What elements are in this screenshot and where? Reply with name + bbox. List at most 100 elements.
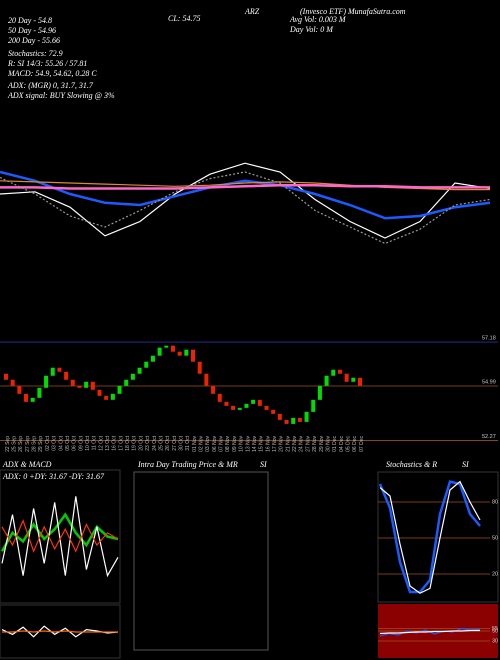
x-tick-label: 07 Nov (219, 436, 225, 452)
candle (37, 387, 42, 398)
x-tick-label: 26 Sep (18, 436, 24, 452)
x-tick-label: 21 Nov (285, 436, 291, 452)
candle (184, 349, 189, 356)
x-tick-label: 06 Oct (72, 435, 78, 450)
x-tick-label: 28 Nov (312, 436, 318, 452)
x-tick-label: 11 Oct (92, 435, 98, 450)
candle (324, 375, 329, 386)
candle (224, 401, 229, 406)
candle (337, 369, 342, 374)
header-text: 50 Day - 54.96 (8, 26, 56, 35)
candle (304, 411, 309, 422)
candle (264, 405, 269, 410)
x-tick-label: 01 Dec (332, 436, 338, 452)
x-tick-label: 30 Oct (178, 435, 184, 450)
candle (191, 349, 196, 362)
candle (317, 385, 322, 400)
candle (170, 345, 175, 352)
header-text: ADX: (MGR) 0, 31.7, 31.7 (7, 81, 94, 90)
x-tick-label: 05 Dec (345, 436, 351, 452)
header-text: (Invesco ETF) MunafaSutra.com (300, 7, 406, 16)
candle (177, 351, 182, 356)
y-tick-label: 80 (492, 499, 498, 505)
candle (297, 417, 302, 422)
x-tick-label: 02 Nov (199, 436, 205, 452)
x-tick-label: 12 Oct (98, 435, 104, 450)
series-line (0, 183, 490, 190)
candle (70, 379, 75, 386)
x-tick-label: 25 Oct (158, 435, 164, 450)
x-tick-label: 15 Nov (259, 436, 265, 452)
series-line (0, 162, 491, 239)
panel-title: Stochastics & R (386, 460, 437, 469)
candle (137, 367, 142, 374)
series-line (0, 170, 491, 220)
x-tick-label: 01 Nov (192, 436, 198, 452)
x-tick-label: 13 Oct (105, 435, 111, 450)
x-tick-label: 26 Oct (165, 435, 171, 450)
header-text: R: SI 14/3: 55.26 / 57.81 (7, 59, 87, 68)
candle (144, 361, 149, 368)
x-tick-label: 09 Nov (232, 436, 238, 452)
candle (284, 419, 289, 424)
macd-panel (0, 604, 121, 659)
x-tick-label: 22 Sep (5, 436, 11, 452)
x-tick-label: 18 Oct (125, 435, 131, 450)
x-tick-label: 29 Sep (38, 436, 44, 452)
x-tick-label: 16 Oct (112, 435, 118, 450)
y-tick-label: 30 (492, 638, 498, 644)
candle (157, 347, 162, 356)
candle (57, 367, 62, 372)
candle (17, 385, 22, 394)
candle (277, 413, 282, 420)
panel-title: SI (260, 460, 267, 469)
x-tick-label: 24 Nov (299, 436, 305, 452)
series-line (1, 519, 119, 553)
series-line (379, 480, 481, 594)
x-tick-label: 30 Nov (325, 436, 331, 452)
y-tick-label: 52.27 (482, 434, 496, 440)
x-tick-label: 07 Dec (359, 436, 365, 452)
series-line (379, 629, 480, 635)
panel-title: Intra Day Trading Price & MR (137, 460, 238, 469)
x-tick-label: 10 Oct (85, 435, 91, 450)
x-tick-label: 03 Nov (205, 436, 211, 452)
header-text: ADX signal: BUY Slowing @ 3% (7, 91, 115, 100)
candle (150, 355, 155, 362)
x-tick-label: 06 Nov (212, 436, 218, 452)
candle (30, 397, 35, 402)
x-tick-label: 23 Oct (145, 435, 151, 450)
x-tick-label: 27 Oct (172, 435, 178, 450)
x-tick-label: 24 Oct (152, 435, 158, 450)
candle (50, 367, 55, 376)
x-tick-label: 20 Oct (138, 435, 144, 450)
stoch-panel (377, 471, 499, 603)
candle (97, 389, 102, 396)
x-tick-label: 04 Oct (58, 435, 64, 450)
candle (251, 399, 256, 404)
series-line (0, 171, 491, 245)
x-tick-label: 02 Oct (45, 435, 51, 450)
candle (204, 373, 209, 386)
candle (124, 379, 129, 386)
header-text: ARZ (244, 7, 260, 16)
panel-title: ADX: 0 +DY: 31.67 -DY: 31.67 (2, 472, 105, 481)
header-text: CL: 54.75 (168, 14, 200, 23)
y-tick-label: 50 (492, 628, 498, 634)
x-tick-label: 20 Nov (279, 436, 285, 452)
candle (117, 385, 122, 394)
header-text: Day Vol: 0 M (289, 25, 334, 34)
x-tick-label: 27 Nov (305, 436, 311, 452)
panel-title: SI (462, 460, 469, 469)
candle (10, 379, 15, 386)
candle (4, 373, 8, 380)
x-tick-label: 25 Sep (12, 436, 18, 452)
y-tick-label: 55 (492, 626, 498, 632)
candle (244, 403, 249, 408)
x-tick-label: 05 Oct (65, 435, 71, 450)
header-text: 200 Day - 55.66 (8, 36, 60, 45)
x-tick-label: 10 Nov (239, 436, 245, 452)
x-tick-label: 19 Oct (132, 435, 138, 450)
x-tick-label: 08 Nov (225, 436, 231, 452)
x-tick-label: 03 Oct (52, 435, 58, 450)
